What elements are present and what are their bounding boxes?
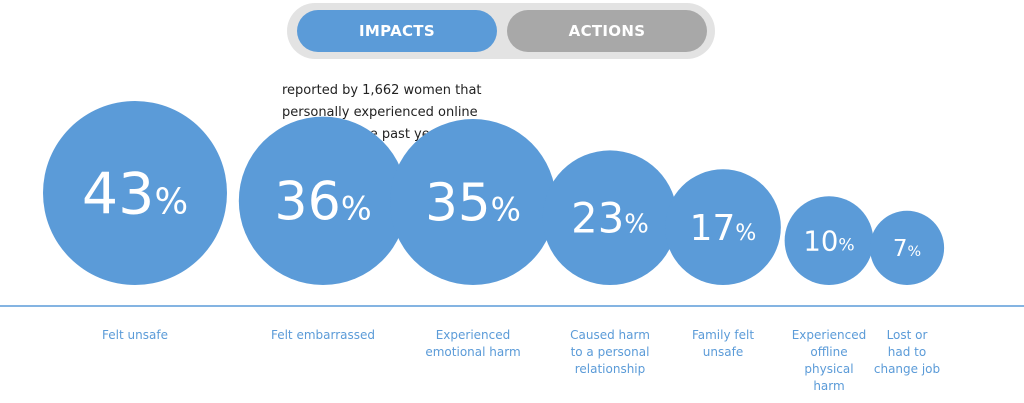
- bubble-value-label: 23%: [571, 194, 649, 243]
- bubble: [389, 118, 557, 285]
- tab-impacts[interactable]: IMPACTS: [297, 10, 497, 52]
- bubble-group: 7%: [869, 210, 945, 285]
- category-label: Family felt unsafe: [692, 328, 754, 359]
- category-label: Felt embarrassed: [271, 328, 375, 342]
- bubble: [869, 210, 945, 285]
- bubble-group: 17%: [665, 169, 781, 285]
- bubble: [238, 116, 408, 285]
- bubble-group: 35%: [389, 118, 557, 285]
- category-label: Caused harm to a personal relationship: [570, 328, 650, 376]
- bubble-group: 23%: [542, 150, 678, 285]
- bubble-value-label: 35%: [425, 174, 521, 234]
- bubble-value-label: 36%: [274, 173, 371, 233]
- bubble: [665, 169, 781, 285]
- bubble-value-label: 7%: [893, 236, 921, 262]
- category-label: Experienced emotional harm: [425, 328, 520, 359]
- bubble: [542, 150, 678, 285]
- bubble: [43, 101, 227, 285]
- category-label: Felt unsafe: [102, 328, 168, 342]
- category-label: Experienced offline physical harm: [792, 328, 867, 393]
- bubble-value-label: 43%: [82, 162, 188, 228]
- bubble-group: 10%: [784, 196, 874, 285]
- bubble-value-label: 10%: [803, 226, 854, 258]
- impacts-actions-toggle: IMPACTS ACTIONS: [287, 3, 715, 59]
- bubble-group: 43%: [43, 101, 227, 285]
- tab-actions[interactable]: ACTIONS: [507, 10, 707, 52]
- category-label: Lost or had to change job: [874, 328, 940, 376]
- bubble-value-label: 17%: [690, 208, 757, 249]
- bubble-group: 36%: [238, 116, 408, 285]
- bubble: [784, 196, 874, 285]
